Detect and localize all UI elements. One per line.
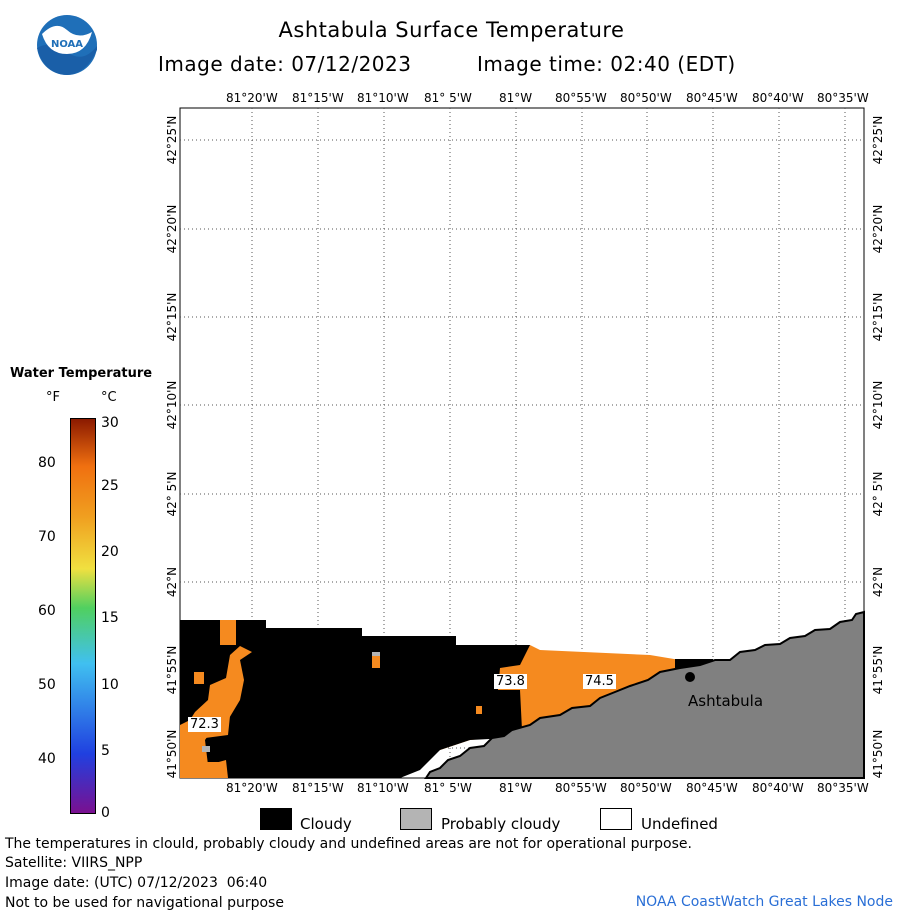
lat-label: 42°25'N [165,116,179,165]
navigation-warning: Not to be used for navigational purpose [5,895,284,911]
probably-cloudy-patch [202,746,210,752]
lon-label: 81° 5'W [424,91,472,105]
credit-text: NOAA CoastWatch Great Lakes Node [635,894,893,910]
page-title: Ashtabula Surface Temperature [278,18,625,42]
lat-label: 41°50'N [871,730,885,779]
land-region [424,610,865,779]
temperature-label: 72.3 [188,717,221,732]
lat-label: 42°20'N [165,205,179,254]
lon-label: 81°10'W [357,91,409,105]
c-tick: 10 [101,677,119,693]
f-tick: 50 [38,677,56,693]
disclaimer-text: The temperatures in clould, probably clo… [5,836,692,852]
lon-label: 80°45'W [686,91,738,105]
lat-label: 42°15'N [871,293,885,342]
city-marker [685,672,695,682]
warm-water-patch [220,620,234,644]
c-tick: 20 [101,544,119,560]
lat-label: 42°N [871,567,885,597]
lon-labels-top: 81°20'W 81°15'W 81°10'W 81° 5'W 81°W 80°… [0,91,903,107]
lat-label: 41°55'N [165,646,179,695]
undefined-label: Undefined [641,815,718,833]
temperature-label: 73.8 [494,674,527,689]
lon-label: 81° 5'W [424,781,472,795]
lon-label: 81°10'W [357,781,409,795]
c-tick: 30 [101,415,119,431]
lon-label: 80°40'W [752,91,804,105]
lat-label: 42°10'N [165,381,179,430]
lon-label: 81°W [499,91,533,105]
image-time: Image time: 02:40 (EDT) [477,52,736,76]
utc-date-text: Image date: (UTC) 07/12/2023 06:40 [5,875,268,891]
lat-label: 42°25'N [871,116,885,165]
lon-label: 80°55'W [555,91,607,105]
lat-label: 41°55'N [871,646,885,695]
probably-cloudy-label: Probably cloudy [441,815,561,833]
unit-celsius: °C [101,390,117,405]
cloudy-swatch [260,808,292,830]
lon-label: 81°20'W [226,781,278,795]
lat-label: 41°50'N [165,730,179,779]
cloudy-label: Cloudy [300,815,352,833]
lon-label: 80°55'W [555,781,607,795]
lon-label: 80°40'W [752,781,804,795]
lon-label: 81°15'W [292,91,344,105]
warm-water-patch [204,762,226,778]
lon-label: 81°W [499,781,533,795]
f-tick: 80 [38,455,56,471]
noaa-logo-icon: NOAA [37,15,97,75]
warm-water-patch [476,706,482,714]
c-tick: 25 [101,478,119,494]
c-tick: 5 [101,743,110,759]
lat-label: 42° 5'N [165,472,179,517]
noaa-logo: NOAA [36,14,98,76]
lon-label: 80°45'W [686,781,738,795]
colorbar [70,418,96,814]
lon-label: 80°35'W [817,91,869,105]
lat-label: 42°10'N [871,381,885,430]
warm-water-patch [372,652,380,668]
c-tick: 0 [101,805,110,821]
probably-cloudy-patch [372,652,380,656]
lat-label: 42°15'N [165,293,179,342]
lat-label: 42° 5'N [871,472,885,517]
legend-title: Water Temperature [10,366,153,381]
probably-cloudy-swatch [400,808,432,830]
satellite-text: Satellite: VIIRS_NPP [5,855,143,871]
image-date: Image date: 07/12/2023 [158,52,412,76]
f-tick: 60 [38,603,56,619]
city-label: Ashtabula [688,692,764,710]
lat-label: 42°20'N [871,205,885,254]
f-tick: 70 [38,529,56,545]
lon-labels-bottom: 81°20'W 81°15'W 81°10'W 81° 5'W 81°W 80°… [0,781,903,797]
noaa-logo-text: NOAA [51,39,83,50]
c-tick: 15 [101,610,119,626]
lon-label: 80°50'W [620,91,672,105]
undefined-swatch [600,808,632,830]
lat-label: 42°N [165,567,179,597]
lon-label: 81°15'W [292,781,344,795]
lon-label: 81°20'W [226,91,278,105]
cloud-region [180,620,530,778]
lon-label: 80°35'W [817,781,869,795]
lon-label: 80°50'W [620,781,672,795]
f-tick: 40 [38,751,56,767]
warm-water-patch [194,672,204,684]
unit-fahrenheit: °F [46,390,60,405]
temperature-label: 74.5 [583,674,616,689]
